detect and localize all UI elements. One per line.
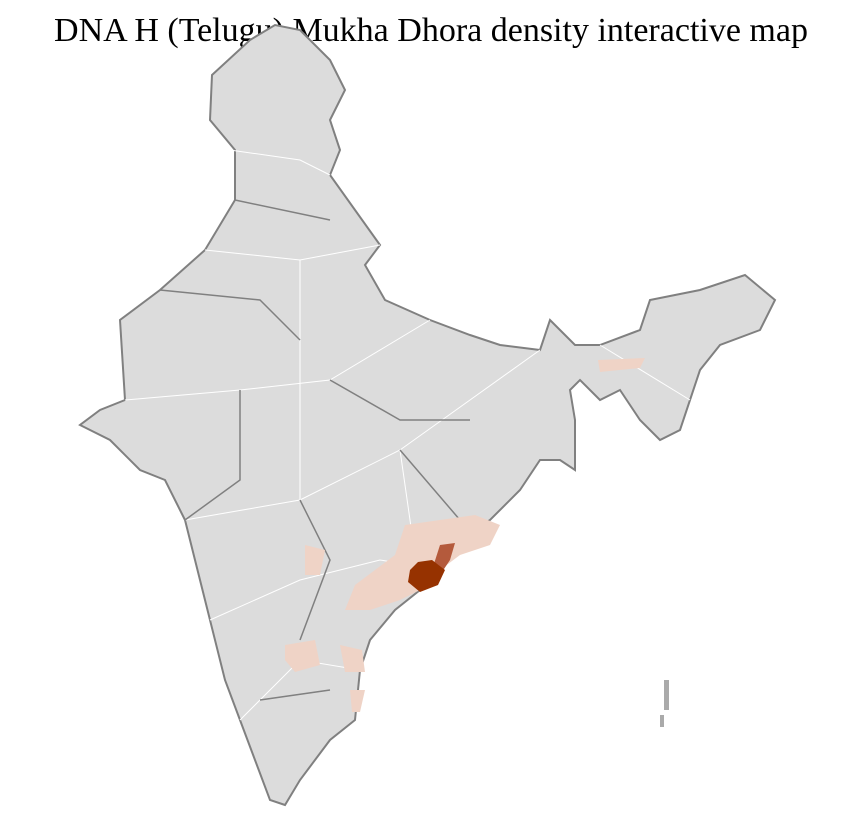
region-low-density[interactable] [350, 690, 365, 712]
region-low-density[interactable] [285, 640, 320, 672]
region-low-density[interactable] [340, 645, 365, 672]
state-borders [159, 199, 470, 701]
map-title: DNA H (Telugu) Mukha Dhora density inter… [54, 12, 808, 49]
density-regions[interactable] [285, 358, 645, 712]
region-low-density[interactable] [305, 545, 325, 575]
region-low-density[interactable] [598, 358, 645, 372]
andaman-islands [660, 680, 669, 727]
region-high-density[interactable] [408, 560, 445, 592]
india-outline[interactable] [78, 23, 777, 807]
